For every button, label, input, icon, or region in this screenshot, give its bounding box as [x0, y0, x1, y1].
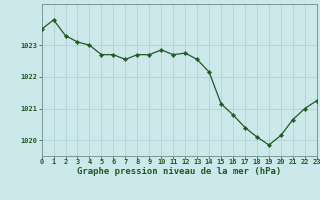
X-axis label: Graphe pression niveau de la mer (hPa): Graphe pression niveau de la mer (hPa) [77, 167, 281, 176]
